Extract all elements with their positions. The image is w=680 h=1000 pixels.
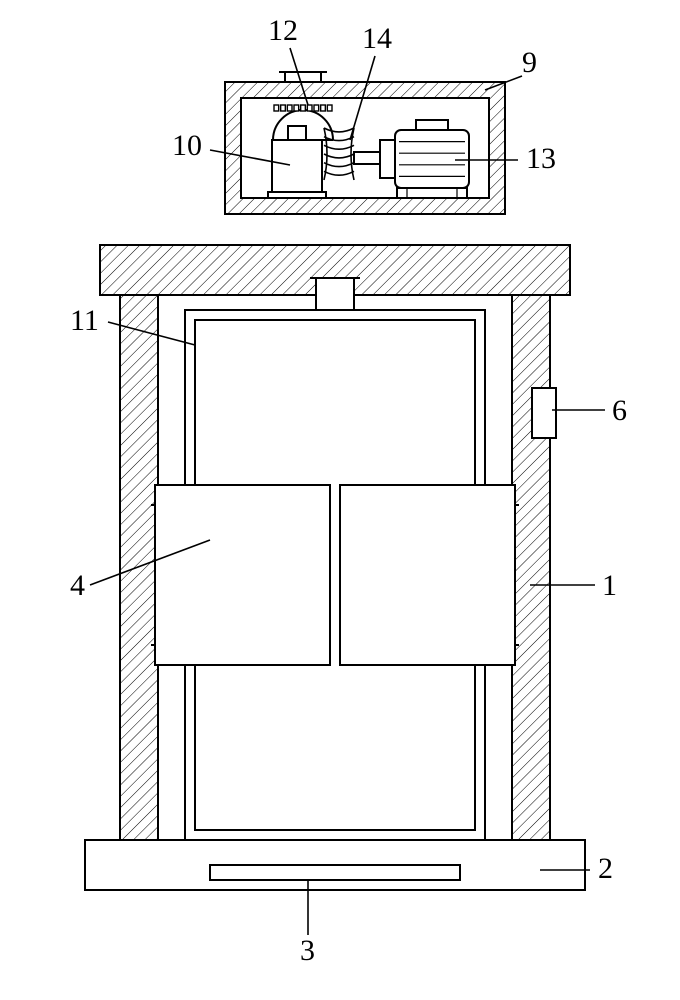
label-n2: 2 xyxy=(598,852,613,885)
label-n14: 14 xyxy=(362,22,392,55)
label-n6: 6 xyxy=(612,394,627,427)
motor-13 xyxy=(354,120,469,198)
gear-cap xyxy=(285,72,321,82)
worm-14 xyxy=(324,128,354,180)
label-n3: 3 xyxy=(300,934,315,967)
label-n10: 10 xyxy=(172,129,202,162)
label-n11: 11 xyxy=(70,304,99,337)
control-panel xyxy=(532,388,556,438)
floor-slot xyxy=(210,865,460,880)
door-left xyxy=(155,485,330,665)
door-right xyxy=(340,485,515,665)
label-n13: 13 xyxy=(526,142,556,175)
label-n9: 9 xyxy=(522,46,537,79)
left-pillar xyxy=(120,295,158,840)
neck xyxy=(316,278,354,310)
part-10 xyxy=(272,140,322,198)
right-pillar xyxy=(512,295,550,840)
label-n12: 12 xyxy=(268,14,298,47)
diagram-svg: 1234691011121314 xyxy=(0,0,680,1000)
label-n4: 4 xyxy=(70,569,85,602)
label-n1: 1 xyxy=(602,569,617,602)
